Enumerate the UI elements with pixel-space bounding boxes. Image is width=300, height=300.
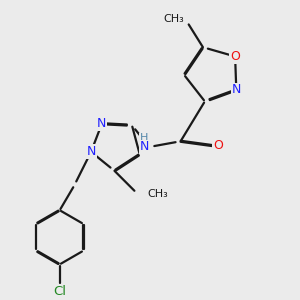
Text: O: O: [213, 139, 223, 152]
Text: H: H: [140, 134, 148, 143]
Text: N: N: [140, 140, 149, 154]
Text: O: O: [230, 50, 240, 63]
Text: CH₃: CH₃: [147, 189, 168, 199]
Text: Cl: Cl: [53, 285, 66, 298]
Text: N: N: [232, 83, 241, 96]
Text: N: N: [86, 146, 96, 158]
Text: CH₃: CH₃: [164, 14, 184, 24]
Text: N: N: [97, 117, 106, 130]
